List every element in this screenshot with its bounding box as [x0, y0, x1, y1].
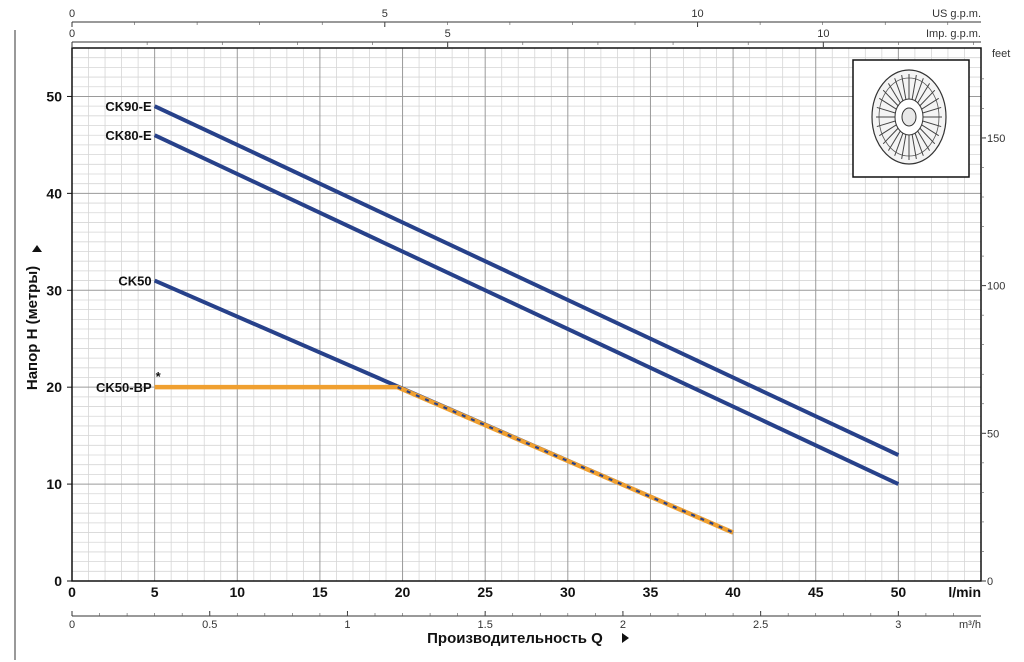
x-axis-arrow-icon — [622, 633, 629, 643]
m3h-tick-label: 0.5 — [202, 619, 217, 631]
x-tick-label: 5 — [151, 584, 159, 600]
feet-unit-label: feet — [992, 48, 1010, 60]
impeller-vane — [887, 83, 901, 104]
m3h-tick-label: 0 — [69, 619, 75, 631]
impeller-vane — [882, 127, 899, 145]
major-grid — [72, 48, 981, 581]
series-line-ck90-e — [153, 104, 900, 457]
impeller-vane — [876, 120, 896, 128]
series-line-ck50-bp-dash — [397, 386, 734, 534]
us-gpm-tick-label: 5 — [382, 8, 388, 20]
impeller-vane — [894, 133, 904, 156]
impeller-vane — [921, 97, 939, 110]
impeller-bore — [901, 107, 917, 127]
m3h-tick-label: 2.5 — [753, 619, 768, 631]
y-axis-title: Напор H (метры) — [24, 266, 41, 390]
imp-gpm-unit: Imp. g.p.m. — [926, 28, 981, 40]
impeller-vane — [887, 130, 901, 151]
feet-tick-label: 100 — [987, 281, 1005, 293]
y-tick-label: 40 — [46, 185, 62, 201]
impeller-vane — [901, 134, 907, 160]
series-label: CK90-E — [105, 99, 152, 114]
impeller-vane — [914, 78, 924, 101]
feet-tick-label: 150 — [987, 133, 1005, 145]
imp-gpm-tick-label: 0 — [69, 28, 75, 40]
top-axes: US g.p.m. Imp. g.p.m. — [72, 8, 981, 43]
y-tick-label: 30 — [46, 282, 62, 298]
x-tick-label: 35 — [643, 584, 659, 600]
impeller-vane — [914, 133, 924, 156]
impeller-vane — [917, 83, 931, 104]
impeller-vane — [922, 120, 942, 128]
x-tick-label: 45 — [808, 584, 824, 600]
impeller-vane — [922, 106, 942, 114]
us-gpm-tick-label: 10 — [691, 8, 703, 20]
y-axis-arrow-icon — [32, 245, 42, 252]
x-tick-label: 30 — [560, 584, 576, 600]
x-unit-label: l/min — [948, 584, 981, 600]
series-label: CK80-E — [105, 128, 152, 143]
m3h-tick-label: 1 — [344, 619, 350, 631]
impeller-vane — [879, 97, 897, 110]
m3h-tick-label: 3 — [895, 619, 901, 631]
m3h-unit-label: m³/h — [959, 619, 981, 631]
y-tick-label: 50 — [46, 88, 62, 104]
left-axis: Напор H (метры) — [14, 30, 42, 660]
series-lines — [153, 104, 900, 535]
feet-tick-label: 50 — [987, 428, 999, 440]
x-tick-label: 50 — [891, 584, 907, 600]
impeller-vane — [911, 134, 917, 160]
x-tick-label: 40 — [725, 584, 741, 600]
impeller-vane — [919, 127, 936, 145]
x-axis-title: Производительность Q — [427, 630, 603, 647]
impeller-icon — [871, 69, 947, 165]
impeller-vane — [919, 89, 936, 107]
impeller-vane — [882, 89, 899, 107]
bottom-axes: l/min m³/h Производительность Q — [72, 584, 981, 647]
series-label: CK50-BP — [96, 380, 152, 395]
y-tick-label: 20 — [46, 379, 62, 395]
y-tick-label: 0 — [54, 573, 62, 589]
imp-gpm-tick-label: 5 — [445, 28, 451, 40]
imp-gpm-tick-label: 10 — [817, 28, 829, 40]
impeller-vane — [901, 74, 907, 100]
impeller-vane — [894, 78, 904, 101]
x-tick-label: 20 — [395, 584, 411, 600]
right-axis: feet — [992, 48, 1010, 60]
impeller-inset — [852, 59, 970, 178]
x-tick-label: 15 — [312, 584, 328, 600]
x-tick-label: 10 — [229, 584, 245, 600]
impeller-vane — [876, 106, 896, 114]
series-marker: * — [156, 369, 162, 384]
plot-frame — [71, 47, 982, 582]
m3h-tick-label: 2 — [620, 619, 626, 631]
m3h-tick-label: 1.5 — [478, 619, 493, 631]
us-gpm-tick-label: 0 — [69, 8, 75, 20]
x-tick-label: 25 — [477, 584, 493, 600]
feet-tick-label: 0 — [987, 576, 993, 588]
impeller-vane — [911, 74, 917, 100]
us-gpm-unit: US g.p.m. — [932, 8, 981, 20]
series-labels: CK90-E CK80-E CK50 CK50-BP * — [96, 99, 162, 395]
y-tick-label: 10 — [46, 476, 62, 492]
impeller-vane — [879, 124, 897, 137]
impeller-vane — [921, 124, 939, 137]
series-label: CK50 — [118, 274, 151, 289]
series-line-ck80-e — [153, 133, 900, 486]
impeller-vane — [917, 130, 931, 151]
x-tick-label: 0 — [68, 584, 76, 600]
